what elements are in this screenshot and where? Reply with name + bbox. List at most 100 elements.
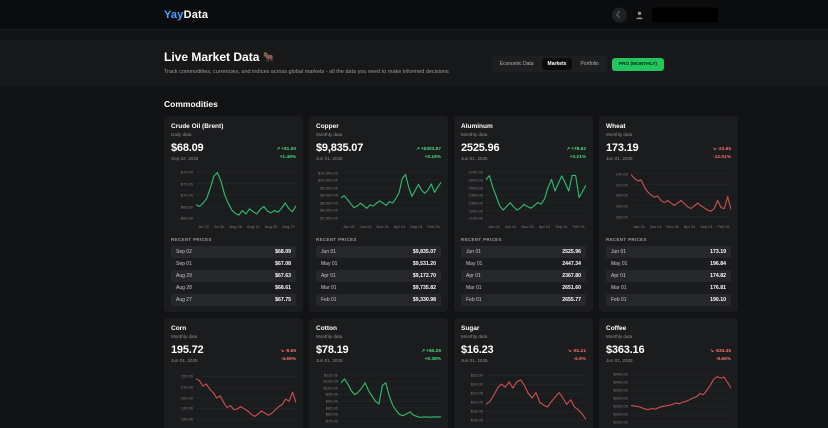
- trend-up-icon: ↗: [566, 146, 571, 151]
- x-tick-label: Nov 01: [376, 427, 389, 428]
- x-tick-label: Jun 01: [360, 427, 372, 428]
- recent-price-row: Sep 02 $68.09: [171, 246, 296, 259]
- tab-portfolio[interactable]: Portfolio: [580, 61, 599, 67]
- tab-markets[interactable]: Markets: [541, 58, 573, 70]
- row-date: May 01: [321, 261, 338, 268]
- recent-price-row: Feb 01 2655.77: [461, 294, 586, 307]
- card-change: ↗+$303.87 +3.19%: [416, 145, 441, 161]
- x-tick-label: Nov 01: [521, 224, 535, 230]
- change-pct: +3.19%: [424, 154, 441, 160]
- row-value: $9,735.82: [412, 285, 436, 292]
- y-tick-label: $150.00: [613, 419, 628, 424]
- recent-rows: Jun 01 $9,835.07 May 01 $9,531.20 Apr 01 $9,1…: [316, 246, 441, 307]
- tab-economic-data[interactable]: Economic Data: [499, 61, 534, 67]
- price-block: $16.23 Jun 01, 2025: [461, 344, 494, 364]
- change-abs: +$1.00: [281, 147, 296, 152]
- recent-rows: Jun 01 173.19 May 01 196.84 Apr 01 174.82 Mar …: [606, 246, 731, 307]
- y-tick-label: $10,000.00: [317, 177, 338, 183]
- x-tick-label: Jul 30: [213, 224, 225, 230]
- row-value: $67.75: [275, 297, 291, 304]
- price-block: 2525.96 Jun 01, 2025: [461, 142, 500, 161]
- commodity-card: Corn Monthly data 195.72 Jun 01, 2025 ↘-…: [164, 318, 303, 428]
- y-tick-label: $8,000.00: [320, 207, 338, 213]
- logo-part-2: Data: [183, 8, 209, 21]
- card-date: Jun 01, 2025: [461, 358, 488, 364]
- change-pct: +1.49%: [279, 154, 296, 160]
- line-chart: [341, 371, 441, 425]
- x-tick-label: Aug 27: [282, 224, 295, 230]
- row-date: Mar 01: [611, 285, 627, 292]
- y-tick-label: $9,500.00: [320, 185, 338, 191]
- bull-emoji: 🐂: [263, 51, 275, 62]
- row-value: 2525.96: [562, 249, 581, 256]
- price-block: 195.72 Jun 01, 2025: [171, 344, 204, 363]
- card-frequency: Daily data: [171, 132, 192, 137]
- y-axis: 240.00 220.00 200.00 180.00 160.00: [606, 168, 631, 222]
- card-price: $363.16: [606, 344, 645, 357]
- section-title-commodities: Commodities: [164, 99, 218, 109]
- x-tick-label: Apr 01: [683, 224, 696, 230]
- trend-down-icon: ↘: [567, 348, 572, 354]
- recent-prices-label: RECENT PRICES: [171, 237, 212, 243]
- card-change: ↘-$34.45 -8.66%: [710, 347, 731, 363]
- card-price: $9,835.07: [316, 142, 364, 154]
- line-chart: [631, 168, 731, 222]
- row-date: Feb 01: [466, 297, 482, 304]
- y-tick-label: $24.00: [470, 381, 483, 387]
- y-tick-label: $85.00: [325, 405, 338, 411]
- chart: $10,500.00 $10,000.00 $9,500.00 $9,000.00 $8…: [316, 168, 441, 222]
- y-tick-label: $26.00: [470, 372, 483, 378]
- pro-monthly-button[interactable]: PRO (MONTHLY): [611, 57, 664, 71]
- y-axis: $10,500.00 $10,000.00 $9,500.00 $9,000.00 $8…: [316, 168, 341, 222]
- y-tick-label: 2500.00: [468, 185, 483, 191]
- card-title: Crude Oil (Brent): [171, 123, 224, 130]
- hero-text-block: Live Market Data 🐂 Track commodities, cu…: [164, 50, 449, 75]
- recent-price-row: May 01 $9,531.20: [316, 258, 441, 270]
- card-title: Coffee: [606, 325, 627, 333]
- y-tick-label: 160.00: [615, 214, 628, 220]
- price-row: $363.16 Jun 01, 2025 ↘-$34.45 -8.66%: [606, 344, 731, 363]
- recent-prices-label: RECENT PRICES: [316, 237, 357, 243]
- row-date: Sep 01: [176, 261, 192, 268]
- row-value: $9,330.98: [412, 297, 436, 304]
- y-tick-label: 200.00: [615, 192, 628, 198]
- y-tick-label: $18.00: [470, 408, 483, 414]
- x-tick-label: Jun 01: [359, 224, 372, 230]
- y-tick-label: $110.00: [323, 372, 338, 378]
- card-title: Wheat: [606, 123, 626, 130]
- commodity-card: Aluminum Monthly data 2525.96 Jun 01, 20…: [454, 116, 593, 313]
- x-tick-label: Jun 01: [649, 224, 662, 230]
- chart: 2700.00 2600.00 2500.00 2400.00 2300.00 2200.…: [461, 168, 586, 222]
- recent-price-row: Jun 01 173.19: [606, 246, 731, 259]
- chart: $26.00 $24.00 $22.00 $20.00 $18.00 $16.00: [461, 371, 586, 425]
- price-block: 173.19 Jun 01, 2025: [606, 142, 639, 161]
- change-abs: -$1.21: [572, 349, 586, 355]
- app-logo[interactable]: YayData: [164, 9, 208, 21]
- recent-price-row: Mar 01 $9,735.82: [316, 282, 441, 294]
- user-icon: [636, 11, 643, 19]
- y-tick-label: $7,500.00: [320, 215, 338, 221]
- page-title: Live Market Data: [164, 50, 260, 64]
- x-tick-label: Sep 01: [555, 224, 568, 230]
- y-tick-label: $250.00: [613, 403, 628, 409]
- y-tick-label: $80.00: [325, 411, 338, 417]
- account-menu-button[interactable]: [652, 7, 718, 22]
- x-tick-label: Aug 13: [246, 224, 260, 230]
- card-title: Corn: [171, 325, 187, 333]
- main-content: Commodities Crude Oil (Brent) Daily data…: [164, 99, 738, 428]
- row-value: $68.09: [275, 249, 291, 256]
- y-tick-label: 220.00: [615, 182, 628, 188]
- recent-price-row: Aug 29 $67.63: [171, 270, 296, 283]
- price-row: $16.23 Jun 01, 2025 ↘-$1.21 -6.9%: [461, 344, 586, 363]
- x-tick-label: Apr 01: [539, 427, 551, 428]
- y-tick-label: 2600.00: [468, 177, 483, 183]
- x-tick-label: Aug 20: [264, 224, 278, 230]
- row-value: 174.82: [710, 273, 726, 280]
- line-chart: [631, 371, 731, 425]
- trend-down-icon: ↘: [280, 348, 285, 354]
- x-tick-label: Nov 01: [231, 427, 244, 428]
- theme-toggle-button[interactable]: ☾: [612, 7, 627, 22]
